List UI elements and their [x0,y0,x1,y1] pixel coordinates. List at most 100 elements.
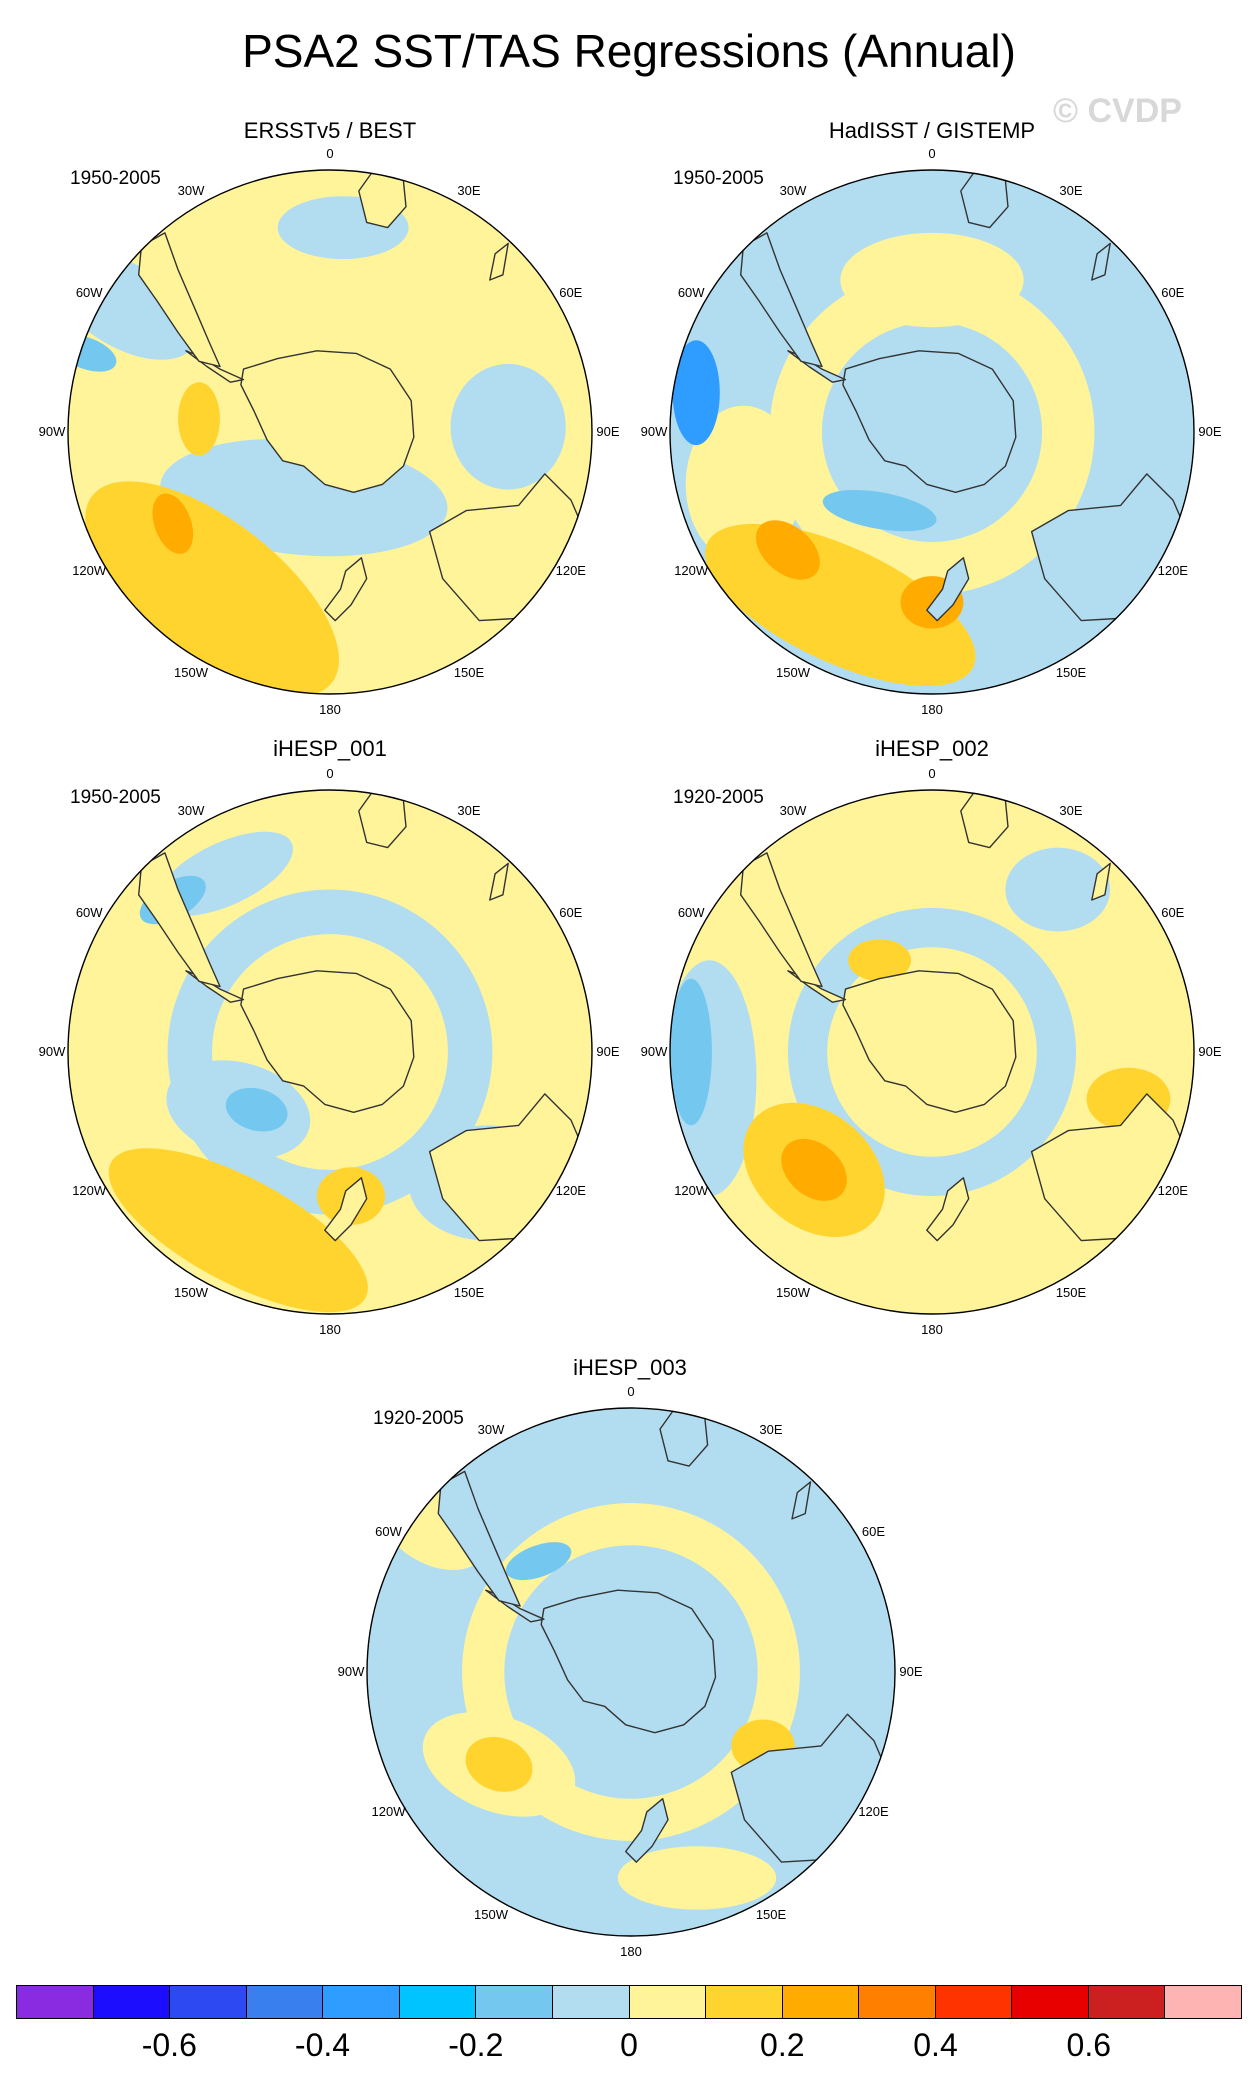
colorbar-tick-label: -0.6 [141,2027,197,2063]
colorbar-box [1165,1986,1241,2018]
colorbar-box [93,1986,171,2018]
longitude-label: 60W [75,905,103,920]
longitude-label: 30E [1059,183,1083,199]
longitude-label: 90E [1198,1044,1222,1059]
longitude-label: 120W [674,563,709,578]
cvdp-watermark: © CVDP [1053,92,1182,130]
longitude-label: 30W [477,1421,505,1437]
longitude-label: 180 [319,1322,341,1337]
anomaly-region [617,1846,777,1910]
coastline-antarctica [540,1589,717,1734]
longitude-label: 60E [861,1524,886,1539]
coastline-newZealand [324,557,368,622]
longitude-label: 150W [474,1906,508,1922]
longitude-label: 120E [555,1183,586,1198]
longitude-label: 60W [75,285,103,300]
polar-map-panel-1 [67,169,593,695]
longitude-label: 30E [759,1421,783,1437]
colorbar-box [323,1986,400,2018]
colorbar-box [399,1986,477,2018]
longitude-label: 120E [555,563,586,578]
anomaly-region [85,481,339,694]
colorbar-box [859,1986,936,2018]
coastline-southAmerica [138,852,221,988]
longitude-label: 60E [559,905,583,920]
anomaly-region [505,1542,572,1581]
longitude-label: 150E [453,664,485,680]
coastline-newZealand [625,1798,669,1863]
anomaly-region [755,520,820,580]
anomaly-region [450,363,566,490]
longitude-label: 150W [776,1284,810,1300]
longitude-label: 180 [921,702,943,717]
coastline-southAmerica [138,232,221,368]
anomaly-region [822,489,937,532]
colorbar-box [476,1986,553,2018]
anomaly-region [152,493,194,554]
colorbar [16,1985,1242,2019]
coastline-newZealand [926,557,970,622]
colorbar-tick-label: 0.6 [1066,2027,1112,2063]
longitude-label: 60E [1161,285,1185,300]
coastline-southAmerica [437,1470,521,1607]
longitude-label: 90E [899,1664,923,1679]
panel-1-period: 1950-2005 [70,168,161,189]
longitude-label: 0 [928,146,936,161]
colorbar-box [552,1986,630,2018]
longitude-label: 150W [174,1284,208,1300]
longitude-label: 90W [640,424,668,439]
longitude-label: 150W [174,664,208,680]
longitude-label: 60W [677,285,705,300]
longitude-label: 90W [337,1664,365,1679]
panel-1-title: ERSSTv5 / BEST [243,118,417,143]
longitude-label: 120E [858,1804,889,1819]
longitude-label: 120W [72,1183,107,1198]
figure-title: PSA2 SST/TAS Regressions (Annual) [242,25,1016,77]
anomaly-region [848,939,912,982]
longitude-label: 30W [177,183,205,199]
longitude-label: 90W [38,1044,66,1059]
coastline-madagascar [791,1481,812,1520]
map-boundary [366,1407,896,1937]
coastline-madagascar [489,242,509,281]
regression-field [367,1408,895,1936]
longitude-label: 120E [1157,563,1188,578]
anomaly-region [465,1736,533,1792]
anomaly-region [670,978,712,1126]
colorbar-box [1088,1986,1166,2018]
longitude-label: 150E [1055,664,1087,680]
coastline-newZealand [926,1177,970,1242]
colorbar-box [629,1986,707,2018]
coastline-madagascar [1091,242,1111,281]
regression-field [68,790,592,1314]
longitude-label: 0 [627,1384,635,1399]
colorbar-box [17,1986,94,2018]
longitude-label: 180 [319,702,341,717]
longitude-label: 120E [1157,1183,1188,1198]
longitude-label: 30E [1059,803,1083,819]
longitude-label: 60W [677,905,705,920]
polar-map-panel-2 [669,169,1195,695]
coastline-antarctica [842,350,1017,493]
longitude-label: 60E [1161,905,1185,920]
anomaly-region [672,340,720,446]
colorbar-tick-label: -0.4 [294,2027,351,2063]
anomaly-region [781,1138,847,1201]
colorbar-box [782,1986,860,2018]
map-boundary [67,789,593,1315]
longitude-label: 120W [72,563,107,578]
colorbar-tick-label: -0.2 [448,2027,504,2063]
longitude-label: 90E [596,1044,620,1059]
longitude-label: 180 [921,1322,943,1337]
panel-2-period: 1950-2005 [673,168,764,189]
regression-field [68,170,592,694]
coastline-madagascar [1091,862,1111,901]
longitude-label: 30E [457,803,481,819]
colorbar-tick-label: 0.4 [913,2027,958,2063]
longitude-label: 0 [326,146,334,161]
longitude-label: 150E [453,1284,485,1300]
colorbar-tick-label: 0.2 [760,2027,805,2063]
map-boundary [669,789,1195,1315]
polar-map-panel-3 [67,789,593,1315]
